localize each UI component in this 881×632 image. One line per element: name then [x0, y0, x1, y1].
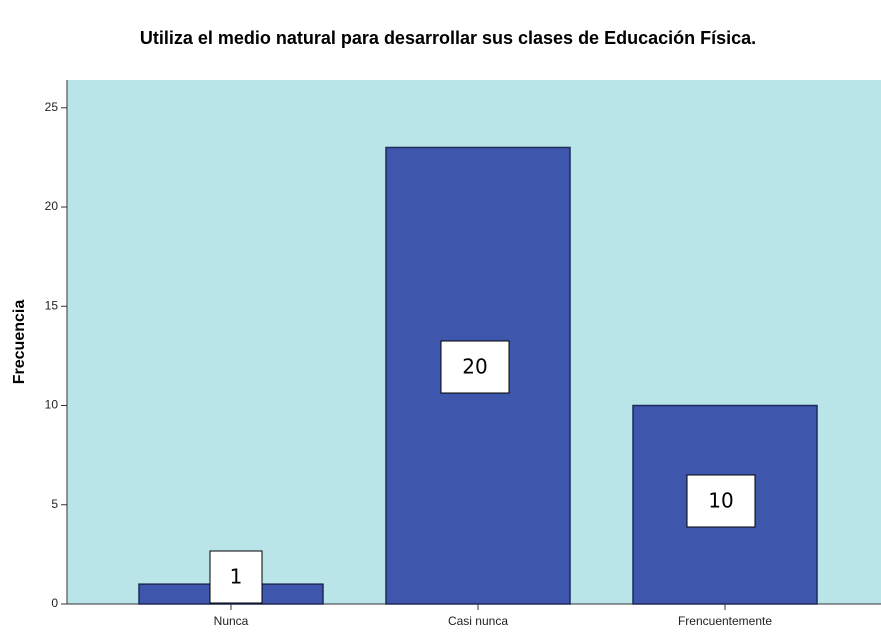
y-tick-label: 0: [51, 596, 58, 610]
x-tick-label: Casi nunca: [448, 614, 508, 628]
annotation: 10: [708, 489, 733, 513]
annotation: 1: [230, 565, 243, 589]
y-tick-label: 15: [45, 298, 59, 312]
x-tick-label: Nunca: [214, 614, 249, 628]
y-tick-label: 25: [45, 100, 59, 114]
x-tick-label: Frencuentemente: [678, 614, 772, 628]
annotation: 20: [462, 355, 487, 379]
annotation-box: [686, 474, 756, 528]
chart-title: Utiliza el medio natural para desarrolla…: [140, 28, 756, 48]
y-tick-label: 20: [45, 199, 59, 213]
annotation-box: [440, 340, 510, 394]
y-tick-label: 5: [51, 497, 58, 511]
y-tick-label: 10: [45, 398, 59, 412]
y-axis-label: Frecuencia: [11, 300, 28, 385]
annotation-box: [209, 550, 263, 604]
